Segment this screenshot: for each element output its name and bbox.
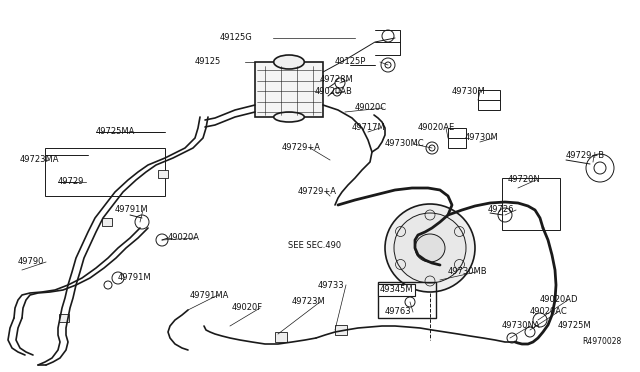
Text: 49729+B: 49729+B — [566, 151, 605, 160]
Bar — [502, 178, 560, 230]
Text: 49020AD: 49020AD — [540, 295, 579, 305]
Bar — [378, 282, 436, 318]
Text: 49730M: 49730M — [452, 87, 486, 96]
Bar — [448, 128, 466, 148]
Text: 49125G: 49125G — [220, 33, 253, 42]
Bar — [275, 332, 287, 342]
Text: 49730MB: 49730MB — [448, 267, 488, 276]
Text: 49125: 49125 — [195, 58, 221, 67]
Text: 49791M: 49791M — [118, 273, 152, 282]
Bar — [59, 314, 69, 322]
Text: 49717M: 49717M — [352, 124, 386, 132]
Text: 49729+A: 49729+A — [282, 144, 321, 153]
Text: 49020AB: 49020AB — [315, 87, 353, 96]
Text: 49729+A: 49729+A — [298, 187, 337, 196]
Text: 49020C: 49020C — [355, 103, 387, 112]
Text: 49020F: 49020F — [232, 304, 263, 312]
Text: 49730M: 49730M — [465, 134, 499, 142]
Ellipse shape — [385, 204, 475, 292]
Bar — [45, 148, 165, 196]
Bar — [335, 325, 347, 335]
Text: 49726: 49726 — [488, 205, 515, 215]
Bar — [478, 90, 500, 110]
Text: 49723M: 49723M — [292, 298, 326, 307]
Text: 49020AC: 49020AC — [530, 308, 568, 317]
Text: 49730NA: 49730NA — [502, 321, 541, 330]
Text: 49791M: 49791M — [115, 205, 148, 215]
Bar — [255, 62, 323, 117]
Text: R4970028: R4970028 — [582, 337, 621, 346]
Text: 49733: 49733 — [318, 280, 344, 289]
Text: 49763: 49763 — [385, 308, 412, 317]
Text: 49725MA: 49725MA — [96, 128, 136, 137]
Ellipse shape — [415, 234, 445, 262]
Text: 49020A: 49020A — [168, 234, 200, 243]
Text: 49125P: 49125P — [335, 58, 366, 67]
Bar — [102, 218, 112, 226]
Text: 49790: 49790 — [18, 257, 44, 266]
Text: 49729: 49729 — [58, 177, 84, 186]
Text: 49791MA: 49791MA — [190, 291, 229, 299]
Text: 49723MA: 49723MA — [20, 155, 60, 164]
Text: SEE SEC.490: SEE SEC.490 — [288, 241, 341, 250]
Text: 49720N: 49720N — [508, 176, 541, 185]
Text: 49728M: 49728M — [320, 76, 354, 84]
Text: 49345M: 49345M — [380, 285, 413, 295]
Ellipse shape — [274, 55, 304, 69]
Text: 49020AE: 49020AE — [418, 124, 455, 132]
Bar — [158, 170, 168, 178]
Ellipse shape — [274, 112, 304, 122]
Text: 49725M: 49725M — [558, 321, 591, 330]
Ellipse shape — [394, 213, 466, 283]
Text: 49730MC: 49730MC — [385, 140, 424, 148]
